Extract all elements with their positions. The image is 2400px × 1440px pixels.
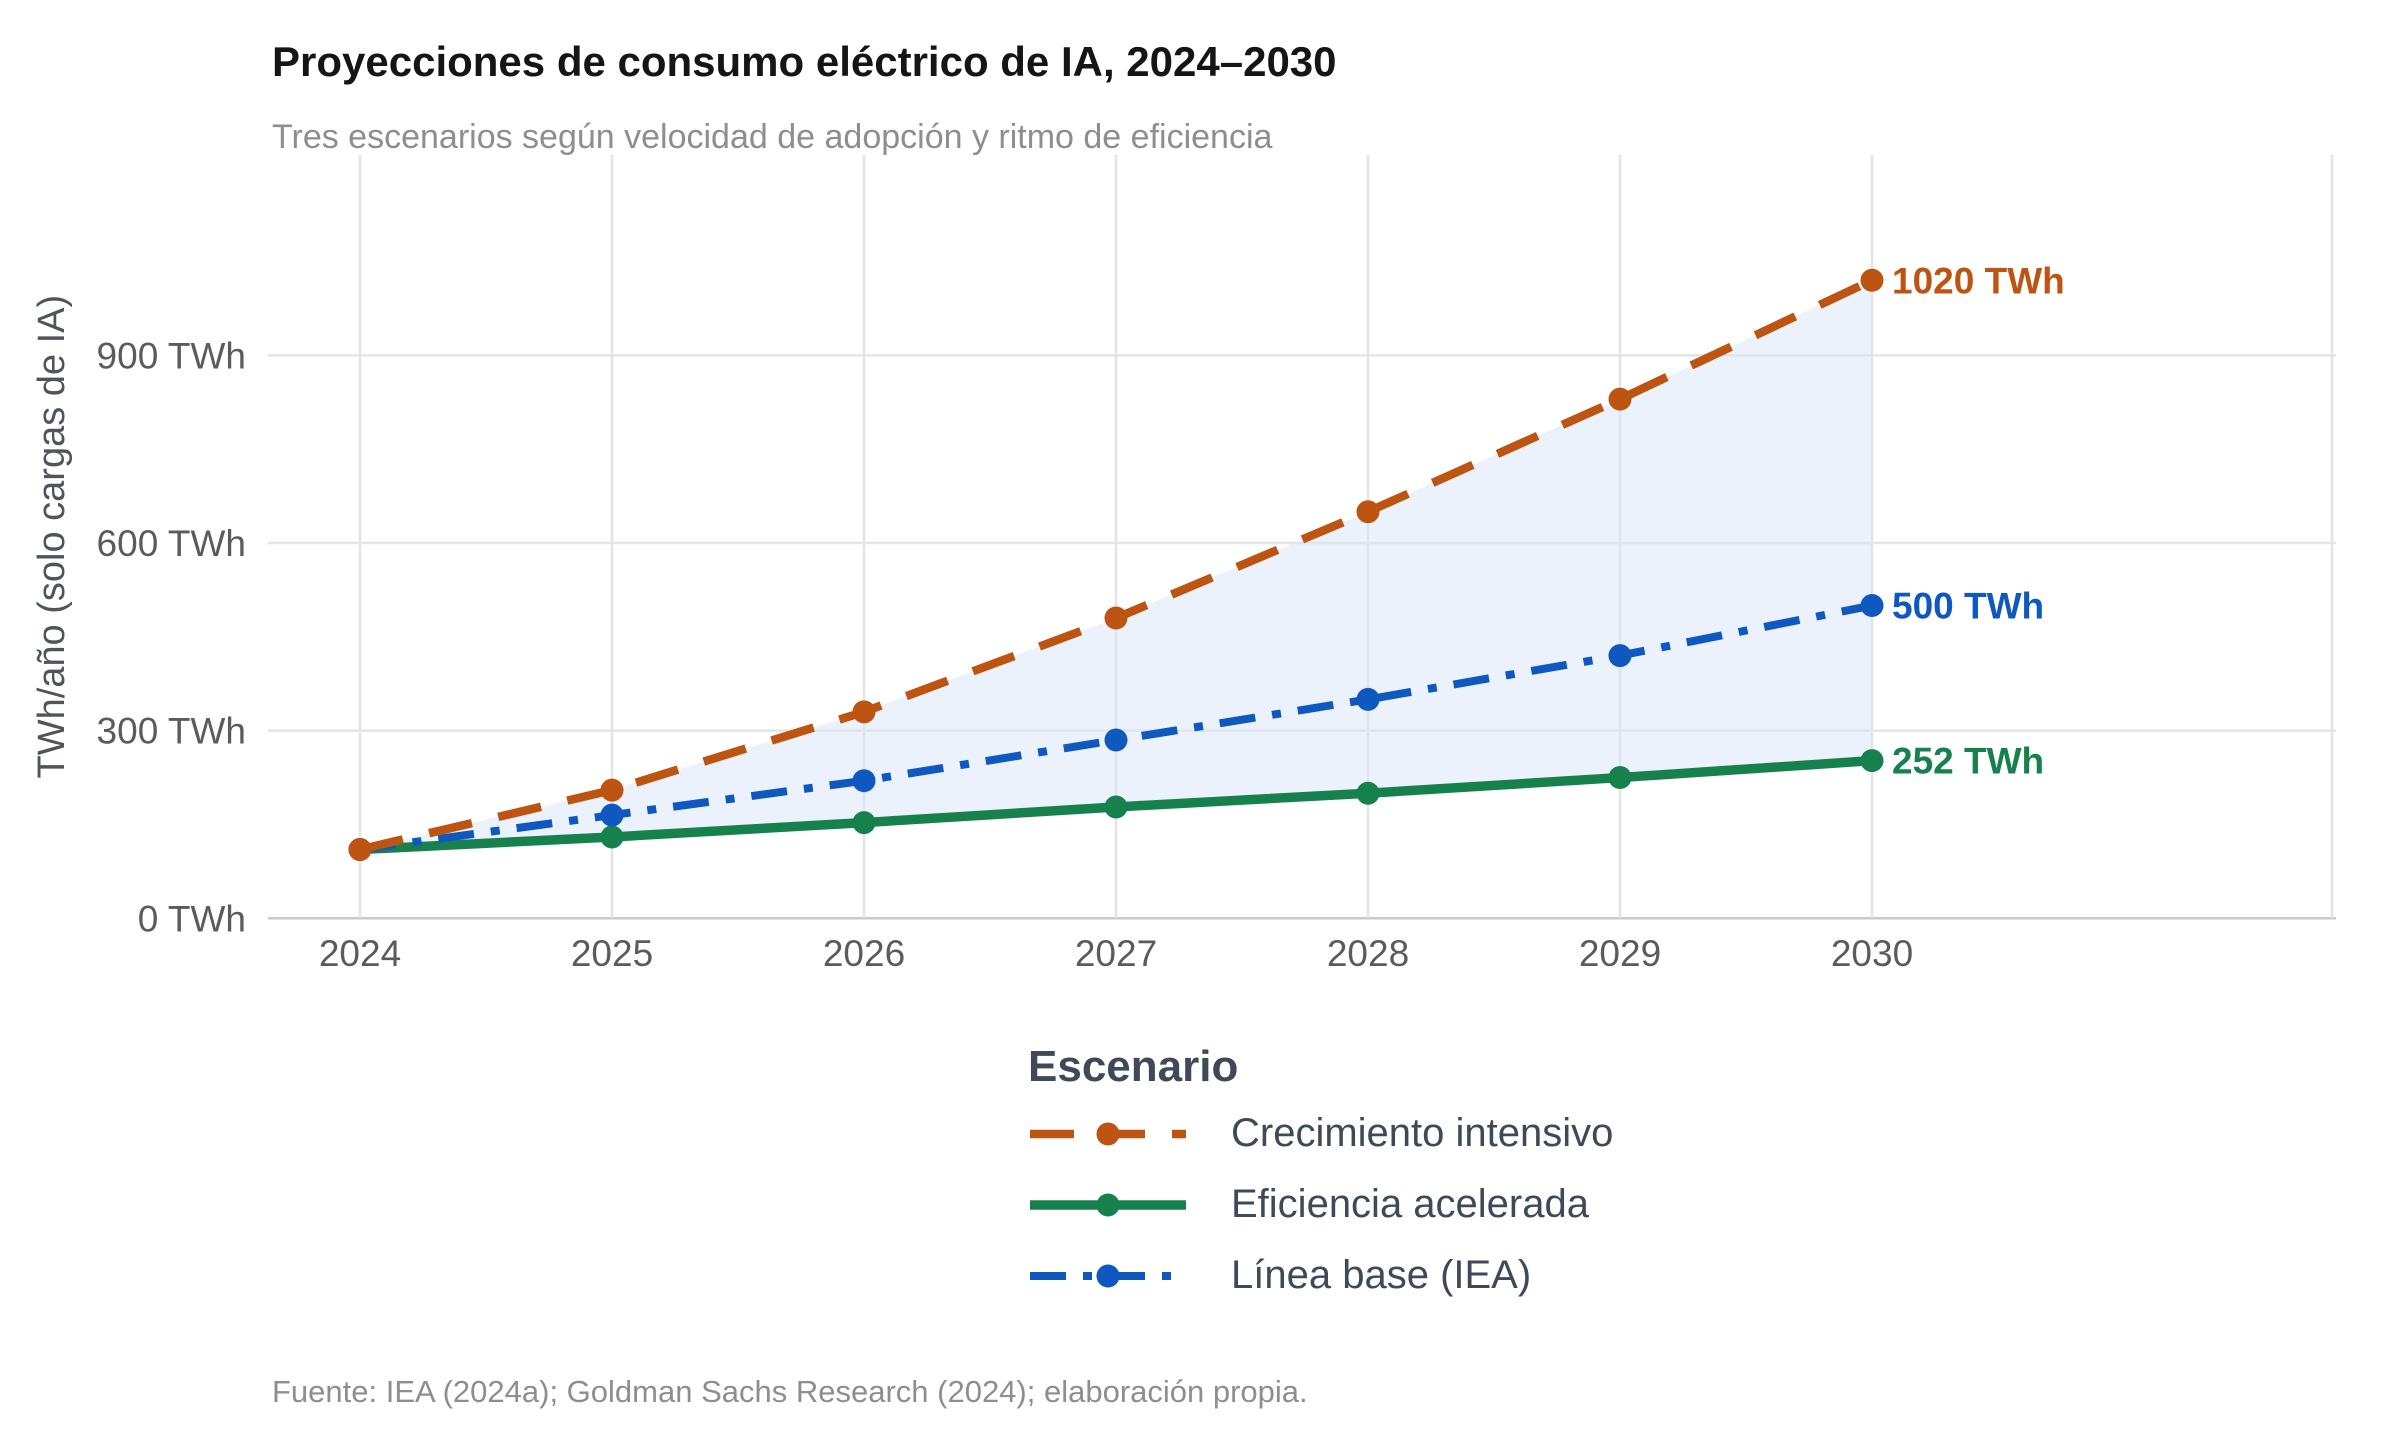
legend-label-linea-base-iea: Línea base (IEA) — [1231, 1253, 1532, 1297]
marker-linea-base-iea-2028 — [1356, 687, 1380, 711]
marker-eficiencia-acelerada-2028 — [1356, 781, 1380, 805]
legend-dot-icon — [1096, 1122, 1120, 1145]
x-tick-label-2025: 2025 — [571, 933, 653, 974]
legend-dot-icon — [1096, 1193, 1120, 1216]
marker-crecimiento-intensivo-2029 — [1608, 387, 1632, 411]
marker-crecimiento-intensivo-2026 — [852, 700, 876, 724]
chart-title: Proyecciones de consumo eléctrico de IA,… — [272, 38, 1337, 85]
marker-linea-base-iea-2027 — [1104, 728, 1128, 752]
scenario-range-ribbon — [360, 280, 1872, 850]
y-tick-label-600: 600 TWh — [97, 523, 246, 564]
legend-key-eficiencia-acelerada — [1030, 1193, 1186, 1216]
y-tick-label-300: 300 TWh — [97, 711, 246, 752]
chart-subtitle: Tres escenarios según velocidad de adopc… — [272, 118, 1273, 156]
marker-eficiencia-acelerada-2029 — [1608, 766, 1632, 790]
legend-key-linea-base-iea — [1030, 1264, 1186, 1287]
marker-linea-base-iea-2026 — [852, 769, 876, 793]
legend-dot-icon — [1096, 1264, 1120, 1287]
x-tick-label-2026: 2026 — [823, 933, 905, 974]
legend-item-crecimiento-intensivo: Crecimiento intensivo — [1028, 1098, 1613, 1169]
legend-label-crecimiento-intensivo: Crecimiento intensivo — [1231, 1111, 1614, 1155]
marker-eficiencia-acelerada-2026 — [852, 811, 876, 835]
end-label-linea-base-iea: 500 TWh — [1892, 586, 2044, 627]
marker-linea-base-iea-2030 — [1860, 594, 1884, 618]
marker-linea-base-iea-2025 — [600, 803, 624, 827]
y-axis-title: TWh/año (solo cargas de IA) — [31, 295, 73, 779]
marker-crecimiento-intensivo-2024 — [348, 837, 372, 861]
source-caption: Fuente: IEA (2024a); Goldman Sachs Resea… — [272, 1374, 1308, 1409]
legend-item-eficiencia-acelerada: Eficiencia acelerada — [1028, 1169, 1613, 1240]
marker-crecimiento-intensivo-2028 — [1356, 500, 1380, 524]
legend-label-eficiencia-acelerada: Eficiencia acelerada — [1231, 1182, 1589, 1226]
legend-key-crecimiento-intensivo — [1030, 1122, 1186, 1145]
x-tick-label-2029: 2029 — [1579, 933, 1661, 974]
end-label-crecimiento-intensivo: 1020 TWh — [1892, 260, 2065, 301]
legend-title: Escenario — [1028, 1042, 1239, 1091]
marker-eficiencia-acelerada-2025 — [600, 825, 624, 849]
x-tick-label-2030: 2030 — [1831, 933, 1913, 974]
legend: Escenario Crecimiento intensivo Eficienci… — [1028, 1042, 1613, 1311]
x-tick-label-2027: 2027 — [1075, 933, 1157, 974]
marker-crecimiento-intensivo-2030 — [1860, 268, 1884, 292]
x-tick-label-2024: 2024 — [319, 933, 401, 974]
legend-rows: Crecimiento intensivo Eficiencia acelerad… — [1028, 1098, 1613, 1311]
marker-eficiencia-acelerada-2027 — [1104, 795, 1128, 819]
marker-linea-base-iea-2029 — [1608, 644, 1632, 668]
y-tick-label-0: 0 TWh — [138, 898, 246, 939]
legend-item-linea-base-iea: Línea base (IEA) — [1028, 1240, 1613, 1311]
x-tick-label-2028: 2028 — [1327, 933, 1409, 974]
end-label-eficiencia-acelerada: 252 TWh — [1892, 741, 2044, 782]
marker-eficiencia-acelerada-2030 — [1860, 749, 1884, 773]
marker-crecimiento-intensivo-2027 — [1104, 606, 1128, 630]
y-tick-label-900: 900 TWh — [97, 335, 246, 376]
marker-crecimiento-intensivo-2025 — [600, 778, 624, 802]
